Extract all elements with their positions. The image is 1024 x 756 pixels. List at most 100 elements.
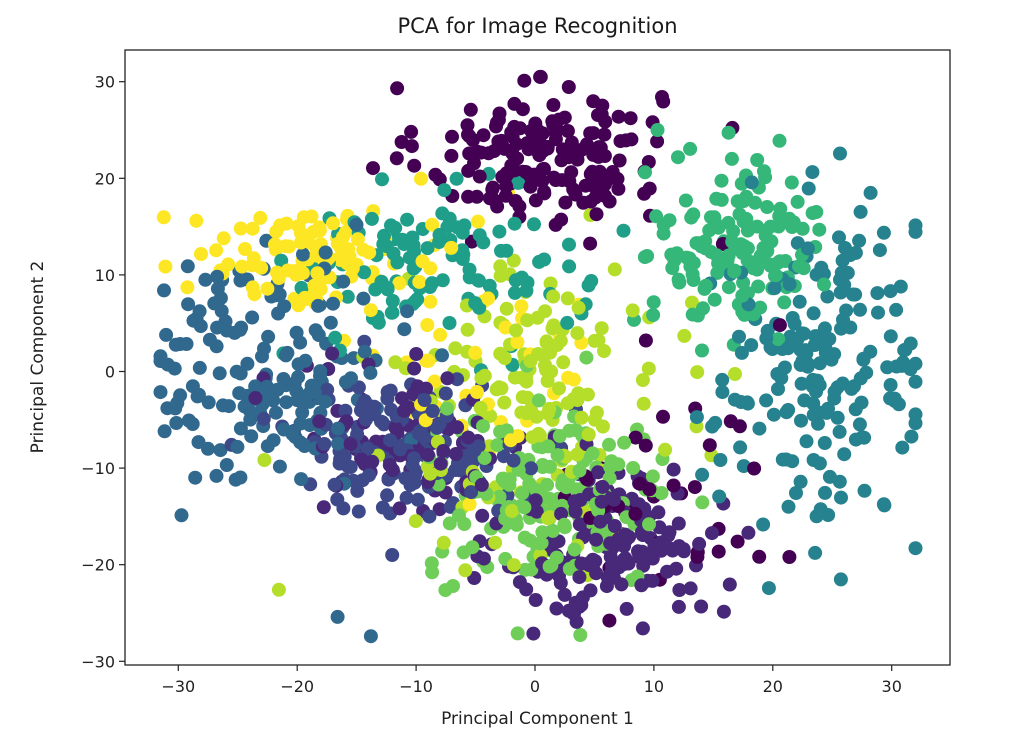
data-point [463, 102, 478, 117]
data-point [734, 345, 749, 360]
data-point [243, 412, 258, 427]
data-point [520, 390, 535, 405]
data-point [574, 410, 589, 425]
data-point [216, 231, 231, 246]
data-point [444, 240, 459, 255]
data-point [870, 286, 885, 301]
data-point [316, 500, 331, 515]
data-point [331, 421, 345, 436]
data-point [611, 109, 626, 124]
data-point [560, 315, 575, 330]
data-point [638, 165, 652, 180]
data-point [413, 426, 428, 441]
data-point [338, 403, 353, 418]
data-point [202, 332, 217, 347]
data-point [425, 404, 440, 418]
data-point [499, 243, 514, 258]
data-point [507, 123, 522, 138]
data-point [421, 353, 436, 368]
data-point [571, 386, 586, 401]
data-point [510, 335, 525, 350]
data-point [799, 434, 814, 449]
data-point [666, 462, 681, 477]
data-point [397, 237, 412, 252]
data-point [663, 541, 678, 556]
data-point [535, 174, 550, 189]
data-point [614, 577, 629, 592]
data-point [658, 442, 673, 457]
data-point [611, 532, 626, 547]
data-point [371, 315, 386, 330]
data-point [440, 371, 455, 386]
data-point [698, 278, 713, 293]
data-point [782, 211, 797, 226]
data-point [531, 393, 546, 408]
data-point [794, 376, 809, 391]
data-point [233, 221, 248, 236]
data-point [561, 80, 576, 94]
data-point [607, 262, 622, 277]
data-point [423, 294, 438, 309]
data-point [533, 536, 548, 551]
data-point [696, 301, 710, 316]
data-point [607, 519, 622, 533]
data-point [812, 456, 827, 471]
data-point [561, 603, 576, 618]
data-point [506, 453, 521, 468]
data-point [445, 129, 459, 144]
data-point [432, 416, 447, 431]
data-point [420, 241, 435, 256]
data-point [556, 355, 571, 370]
data-point [676, 542, 691, 557]
data-point [524, 562, 539, 577]
data-point [585, 446, 600, 461]
data-point [279, 216, 294, 231]
data-point [471, 273, 485, 288]
data-point [432, 227, 447, 242]
data-point [465, 540, 480, 555]
x-tick-label: −20 [280, 677, 314, 696]
data-point [442, 516, 457, 531]
data-point [298, 292, 313, 306]
data-point [310, 266, 325, 281]
data-point [814, 260, 829, 275]
data-point [517, 500, 532, 515]
data-point [474, 477, 489, 492]
data-point [613, 134, 628, 149]
data-point [383, 383, 398, 398]
axes-frame [124, 49, 951, 666]
data-point [527, 217, 541, 232]
data-point [192, 360, 207, 375]
data-point [492, 106, 507, 121]
data-point [624, 132, 639, 147]
data-point [529, 504, 544, 519]
data-point [665, 261, 680, 275]
data-point [419, 381, 433, 396]
data-point [550, 448, 565, 463]
data-point [559, 480, 574, 495]
data-point [294, 472, 309, 487]
data-point [291, 219, 306, 234]
data-point [894, 358, 909, 373]
data-point [790, 194, 805, 209]
data-point [817, 436, 832, 450]
data-point [766, 407, 781, 422]
data-point [389, 151, 404, 166]
data-point [278, 348, 293, 363]
data-point [637, 250, 652, 265]
data-point [493, 424, 508, 439]
y-tick-label: 20 [95, 169, 115, 188]
data-point [634, 578, 649, 593]
data-point [318, 394, 333, 409]
data-point [473, 400, 488, 415]
data-point [245, 221, 260, 236]
data-point [581, 278, 596, 293]
data-point [863, 344, 878, 359]
data-point [330, 609, 345, 624]
y-tick-label: 0 [105, 363, 115, 382]
data-point [517, 530, 532, 545]
data-point [908, 218, 923, 233]
data-point [756, 517, 771, 532]
data-point [619, 601, 634, 616]
data-point [723, 414, 738, 429]
